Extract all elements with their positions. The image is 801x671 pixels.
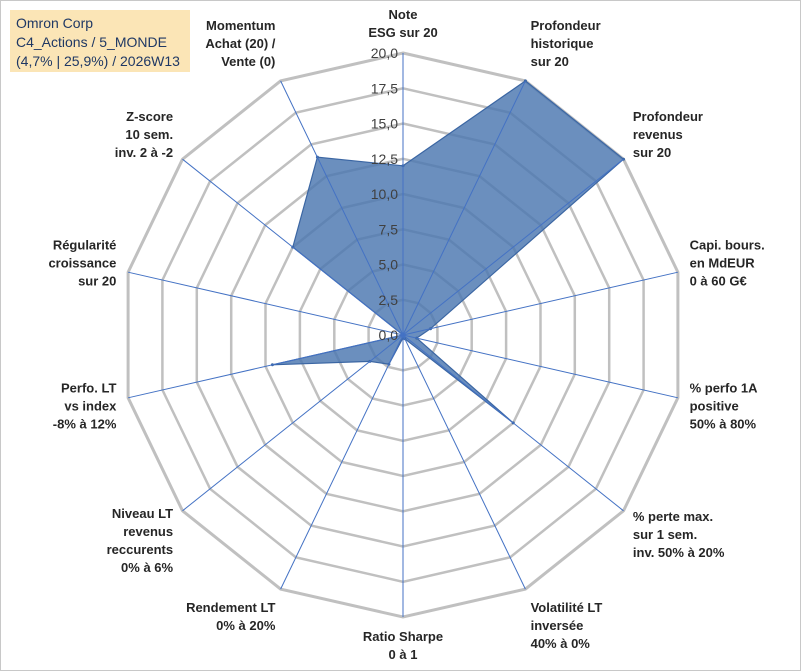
tick-label: 15,0 [371,116,398,132]
axis-label-line: Achat (20) / [205,36,275,51]
axis-label-line: Momentum [206,18,275,33]
series-layer [270,79,625,425]
company-name: Omron Corp [16,15,94,31]
spoke-layer [127,53,679,617]
tick-label: 17,5 [371,80,398,96]
axis-label-line: Vente (0) [221,54,275,69]
label-layer: Note ESG sur 20 Profondeur historique sur 20… [48,7,764,662]
axis-label-line: 0 à 1 [389,647,418,662]
axis-label-line: Perfo. LT [61,380,116,395]
axis-label: Niveau LT revenus reccurents 0% à 6% [107,506,174,575]
axis-label-line: Régularité [53,238,117,253]
axis-label-line: Capi. bours. [690,238,765,253]
axis-label: Profondeur historique sur 20 [531,18,601,69]
axis-label-line: Niveau LT [112,506,173,521]
axis-label-line: vs index [64,398,117,413]
axis-label-line: croissance [48,256,116,271]
tick-layer: 0,0 2,5 5,0 7,5 10,0 12,5 15,0 17,5 20,0 [371,45,398,343]
axis-spoke [182,158,404,336]
axis-label: % perfo 1A positive 50% à 80% [690,380,759,431]
axis-label: Note ESG sur 20 [368,7,437,40]
info-box: Omron Corp C4_Actions / 5_MONDE (4,7% | … [10,10,190,72]
axis-label: Capi. bours. en MdEUR 0 à 60 G€ [690,238,765,289]
axis-spoke [182,334,404,512]
axis-label-line: Note [389,7,418,22]
axis-label-line: en MdEUR [690,256,756,271]
axis-label-line: 0% à 6% [121,560,173,575]
axis-spoke [402,80,526,336]
axis-label-line: 40% à 0% [531,636,591,651]
axis-label: Momentum Achat (20) / Vente (0) [205,18,275,69]
tick-label: 2,5 [379,292,399,308]
axis-spoke [402,334,679,399]
axis-label: Volatilité LT inversée 40% à 0% [531,600,603,651]
axis-label-line: sur 1 sem. [633,527,697,542]
tick-label: 12,5 [371,151,398,167]
axis-label-line: 0 à 60 G€ [690,274,747,289]
axis-label-line: reccurents [107,542,173,557]
axis-label: Profondeur revenus sur 20 [633,109,703,160]
axis-spoke [127,334,404,399]
axis-spoke [402,271,679,336]
axis-label-line: sur 20 [633,145,671,160]
axis-label-line: Rendement LT [186,600,275,615]
axis-label-line: inversée [531,618,584,633]
axis-label-line: % perte max. [633,509,713,524]
axis-label-line: positive [690,398,739,413]
axis-label-line: % perfo 1A [690,380,759,395]
tick-label: 0,0 [379,327,399,343]
axis-label-line: historique [531,36,594,51]
axis-label: Régularité croissance sur 20 [48,238,116,289]
stats-line: (4,7% | 25,9%) / 2026W13 [16,53,180,69]
axis-label-line: inv. 50% à 20% [633,545,725,560]
axis-label-line: Profondeur [531,18,601,33]
axis-label-line: Z-score [126,109,173,124]
axis-label-line: Profondeur [633,109,703,124]
axis-label-line: 50% à 80% [690,416,757,431]
tick-label: 5,0 [379,257,399,273]
tick-label: 7,5 [379,221,399,237]
axis-spoke [280,80,404,336]
axis-spoke [402,334,526,590]
axis-label-line: 10 sem. [125,127,173,142]
axis-label: Perfo. LT vs index -8% à 12% [53,380,117,431]
axis-spoke [280,334,404,590]
axis-label-line: revenus [123,524,173,539]
axis-spoke [402,158,624,336]
axis-label-line: ESG sur 20 [368,25,437,40]
axis-label: Ratio Sharpe 0 à 1 [363,629,443,662]
axis-label-line: revenus [633,127,683,142]
series-area [272,80,625,424]
axis-label-line: sur 20 [531,54,569,69]
axis-label-line: Ratio Sharpe [363,629,443,644]
axis-label-line: inv. 2 à -2 [115,145,173,160]
axis-spoke [402,334,624,512]
axis-label-line: -8% à 12% [53,416,117,431]
axis-label: % perte max. sur 1 sem. inv. 50% à 20% [633,509,725,560]
axis-label: Rendement LT 0% à 20% [186,600,276,633]
axis-spoke [127,271,404,336]
axis-label-line: 0% à 20% [216,618,276,633]
axis-label-line: Volatilité LT [531,600,603,615]
axis-label-line: sur 20 [78,274,116,289]
tick-label: 20,0 [371,45,398,61]
axis-label: Z-score 10 sem. inv. 2 à -2 [115,109,173,160]
portfolio-name: C4_Actions / 5_MONDE [16,34,167,50]
tick-label: 10,0 [371,186,398,202]
